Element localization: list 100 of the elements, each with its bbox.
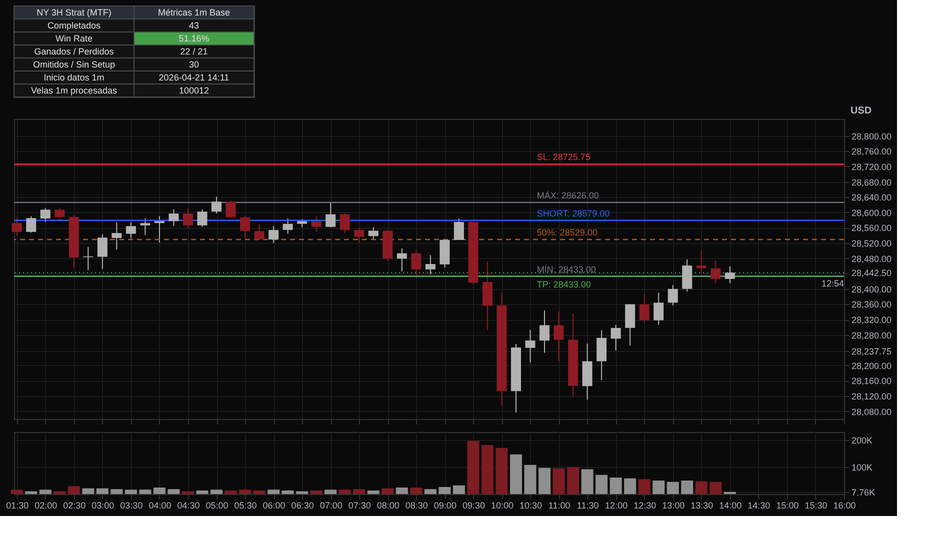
candlestick: [140, 218, 150, 236]
y-axis-title: USD: [850, 106, 872, 116]
x-tick-label: 14:00: [719, 500, 742, 510]
candlestick: [240, 216, 250, 239]
text: 43: [188, 20, 200, 30]
bar: [410, 488, 422, 494]
text: Métricas 1m Base: [158, 8, 230, 18]
bar: [610, 478, 622, 494]
bar: [624, 478, 636, 494]
y-tick-label: 28,237.75: [852, 346, 892, 356]
candlestick: [368, 226, 378, 240]
bar: [467, 440, 480, 494]
candlestick: [268, 226, 279, 244]
candlestick: [639, 293, 650, 324]
candlestick: [226, 200, 236, 219]
candlestick: [411, 249, 422, 278]
x-tick-label: 10:00: [490, 500, 514, 510]
candlestick: [540, 310, 550, 354]
y-tick-label: 28,560.00: [852, 223, 892, 234]
y-tick-label: 28,442.50: [852, 268, 892, 278]
y-tick-label: 28,120.00: [852, 392, 892, 402]
text: Win Rate: [55, 34, 93, 44]
x-tick-label: 02:00: [34, 500, 58, 510]
bar: [481, 444, 494, 494]
y-tick-label: 28,680.00: [852, 177, 892, 188]
candlestick: [596, 330, 607, 380]
candlestick: [696, 249, 706, 274]
x-tick-label: 06:30: [291, 500, 314, 510]
bar: [552, 468, 565, 494]
y-tick-label: 28,200.00: [852, 360, 892, 371]
bar: [82, 488, 94, 494]
y-tick-label: 7.76K: [852, 487, 876, 498]
x-tick-label: 15:30: [804, 500, 828, 510]
bar: [438, 486, 451, 494]
bar: [182, 491, 194, 494]
bar: [396, 488, 408, 494]
bar: [496, 448, 508, 494]
bar: [666, 482, 679, 494]
candlestick: [396, 248, 407, 272]
x-tick-label: 09:00: [434, 500, 456, 510]
y-tick-label: 28,720.00: [852, 162, 892, 172]
bar: [310, 490, 322, 494]
bar: [10, 490, 23, 494]
y-tick-label: 28,760.00: [852, 146, 892, 157]
candlestick: [182, 208, 193, 229]
text: Omitidos / Sin Setup: [32, 60, 116, 70]
bar: [210, 490, 223, 494]
y-tick-label: 28,600.00: [852, 208, 892, 218]
candlestick: [482, 260, 492, 331]
bar: [581, 469, 594, 494]
bar: [224, 490, 237, 494]
x-tick-label: 07:00: [320, 500, 342, 510]
candlestick: [212, 196, 222, 214]
text: Velas 1m procesadas: [30, 86, 118, 96]
bar: [96, 488, 108, 494]
candlestick: [668, 284, 678, 306]
candlestick: [26, 216, 36, 234]
y-tick-label: 28,400.00: [852, 284, 892, 294]
candlestick: [197, 208, 208, 228]
x-tick-label: 15:00: [776, 500, 799, 510]
candlestick: [154, 216, 164, 244]
bar: [538, 468, 551, 494]
ref-line-label: TP: 28433.00: [536, 279, 591, 290]
x-tick-label: 16:00: [833, 500, 856, 510]
x-tick-label: 08:00: [376, 500, 400, 510]
text: Inicio datos 1m: [44, 72, 104, 82]
bar: [253, 490, 266, 494]
x-tick-label: 10:30: [519, 500, 542, 510]
x-tick-label: 12:30: [634, 500, 656, 510]
annotation: 12:54: [821, 278, 844, 289]
text: 2026-04-21 14:11: [158, 72, 230, 82]
bar: [196, 490, 208, 494]
x-tick-label: 07:30: [348, 500, 371, 510]
candlestick: [554, 310, 564, 362]
candlestick: [625, 304, 636, 346]
y-tick-label: 28,160.00: [852, 376, 892, 386]
candlestick: [425, 254, 436, 275]
text: Ganados / Perdidos: [34, 46, 114, 56]
bar: [168, 489, 180, 494]
candlestick: [97, 234, 108, 270]
ref-line-label: 50%: 28529.00: [536, 228, 598, 238]
text: 30: [188, 60, 200, 70]
candlestick: [311, 216, 322, 232]
y-tick-label: 28,080.00: [852, 406, 892, 417]
x-tick-label: 03:00: [92, 500, 114, 510]
bar: [139, 490, 152, 494]
candlestick: [12, 218, 22, 236]
x-tick-label: 06:00: [262, 500, 286, 510]
bar: [452, 485, 465, 494]
ref-line-label: SHORT: 28579.00: [536, 208, 610, 218]
x-tick-label: 13:00: [662, 500, 685, 510]
bar: [681, 480, 694, 494]
x-tick-label: 11:00: [548, 500, 570, 510]
bar: [695, 481, 708, 494]
candlestick: [610, 324, 621, 352]
x-tick-label: 05:30: [234, 500, 257, 510]
candlestick: [254, 224, 264, 240]
candlestick: [54, 208, 65, 221]
bar: [596, 474, 608, 494]
candlestick: [112, 222, 122, 250]
